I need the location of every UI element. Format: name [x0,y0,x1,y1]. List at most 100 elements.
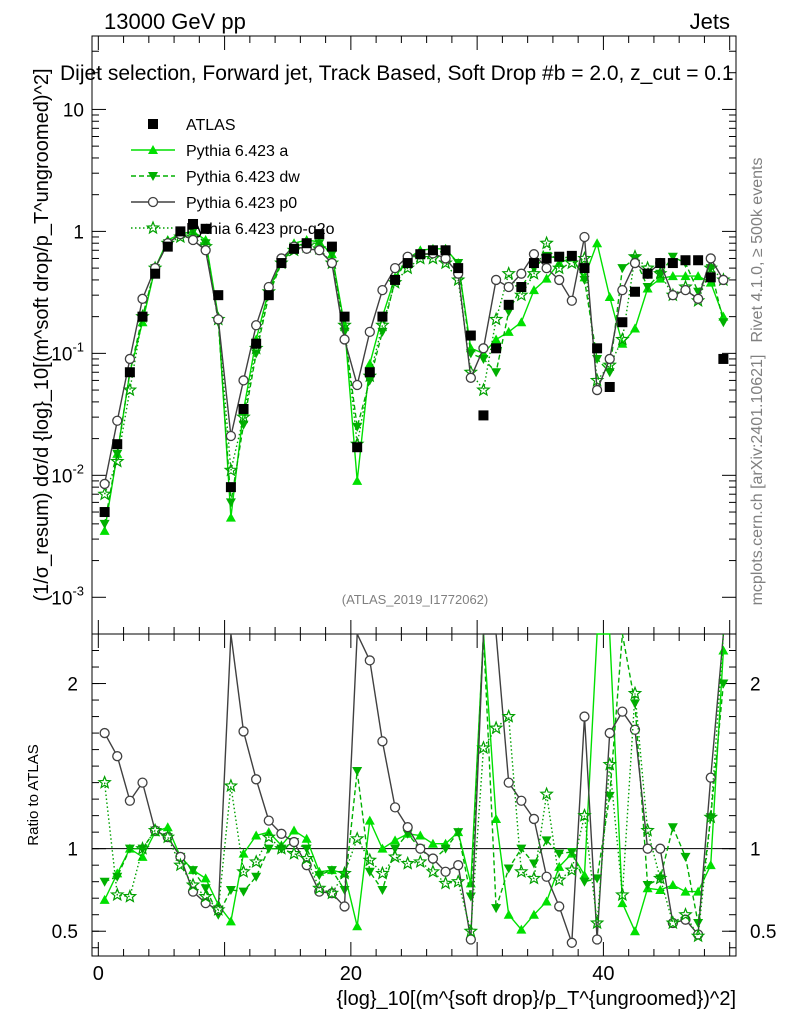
data-point-atlas [289,243,300,254]
ratio-line-pro [103,633,725,939]
ratio-point-pro [248,854,264,869]
rivet-version-label: Rivet 4.1.0, ≥ 500k events [749,158,766,343]
ratio-point-pro [109,887,125,902]
ratio-point-dw [592,874,603,884]
legend-item-dw: Pythia 6.423 dw [131,169,300,186]
data-point-p0 [528,249,540,260]
legend-item-atlas: ATLAS [148,117,236,134]
ratio-point-p0 [655,843,666,854]
ratio-point-dw [124,844,135,854]
data-point-p0 [339,334,350,345]
data-point-pro [539,235,554,250]
ratio-point-p0 [554,901,565,912]
ratio-point-p0 [440,866,451,877]
data-point-atlas [402,258,413,269]
ratio-point-pro [488,720,504,735]
ratio-point-a [693,886,704,896]
data-point-atlas [579,263,590,274]
ratio-point-pro [539,786,554,801]
ratio-point-pro [400,855,415,870]
data-point-p0 [579,231,590,243]
ratio-dw [99,633,729,928]
data-point-pro [337,317,352,332]
ratio-point-pro [514,864,529,878]
ratio-point-a [352,921,363,931]
ratio-point-a [528,909,539,919]
data-point-atlas [554,251,565,262]
ratio-point-pro [425,864,441,878]
ratio-point-pro [223,778,239,793]
data-point-atlas [251,338,262,349]
ratio-point-p0 [99,727,110,739]
data-point-p0 [465,372,476,383]
ratio-point-dw [188,866,199,876]
ratio-point-dw [377,885,388,895]
ratio-point-dw [200,884,211,894]
data-point-atlas [390,274,401,285]
ratio-tick-label-right: 1 [750,840,761,861]
ratio-point-pro [551,872,567,887]
ratio-point-pro [375,865,390,880]
ratio-point-p0 [591,934,603,945]
ratio-point-pro [349,831,365,845]
data-point-a [503,326,514,336]
data-point-atlas [124,367,135,378]
main-tick-label: 1 [73,222,84,243]
ratio-point-pro [135,841,150,855]
ratio-point-dw [629,699,640,709]
data-point-atlas [225,482,236,493]
data-point-atlas [629,286,640,297]
legend-marker [147,196,159,208]
ratio-point-dw [99,877,110,887]
ratio-point-pro [211,902,226,916]
data-point-pro [476,382,491,397]
legend-item-pro: Pythia 6.423 pro-q2o [131,220,335,238]
ratio-point-dw [440,844,451,854]
data-point-p0 [718,274,729,286]
ratio-point-p0 [516,795,527,806]
ratio-pro [97,633,725,943]
ratio-point-dw [251,872,262,882]
data-point-a [680,271,691,281]
data-point-pro [236,409,251,424]
ratio-point-pro [627,685,643,700]
ratio-point-pro [198,888,213,903]
ratio-point-p0 [238,726,249,737]
ratio-tick-label-right: 2 [750,675,761,696]
y-axis-label-ratio: Ratio to ATLAS [25,744,42,845]
ratio-point-pro [615,887,630,902]
ratio-point-a [200,873,211,883]
series-atlas [99,218,729,518]
data-point-p0 [680,284,691,296]
ratio-point-a [516,924,527,934]
legend-label: Pythia 6.423 p0 [186,195,297,212]
data-point-p0 [591,384,603,396]
ratio-point-pro [312,880,327,895]
ratio-point-pro [589,915,605,930]
data-point-atlas [150,268,161,279]
data-point-atlas [352,442,363,453]
ratio-point-a [629,926,640,936]
ratio-point-pro [577,807,592,822]
data-point-dw [238,420,249,430]
ratio-y-ticks: 0.5 0.5 1 1 2 2 [52,650,776,949]
ratio-point-a [415,830,426,840]
ratio-point-p0 [642,843,653,854]
data-point-p0 [566,295,577,306]
ratio-point-p0 [541,871,552,882]
data-point-atlas [516,282,527,293]
data-point-p0 [629,257,641,269]
data-point-atlas [440,245,451,256]
ratio-point-dw [566,847,577,857]
legend-marker [148,119,158,129]
ratio-point-p0 [364,655,375,666]
ratio-panel-frame [91,633,737,957]
ratio-point-dw [579,877,590,887]
data-point-p0 [692,293,704,304]
data-point-p0 [617,284,628,296]
data-point-atlas [705,272,716,283]
data-point-atlas [99,507,110,518]
ratio-point-pro [652,870,668,885]
ratio-point-a [301,833,312,843]
data-point-p0 [225,430,237,442]
